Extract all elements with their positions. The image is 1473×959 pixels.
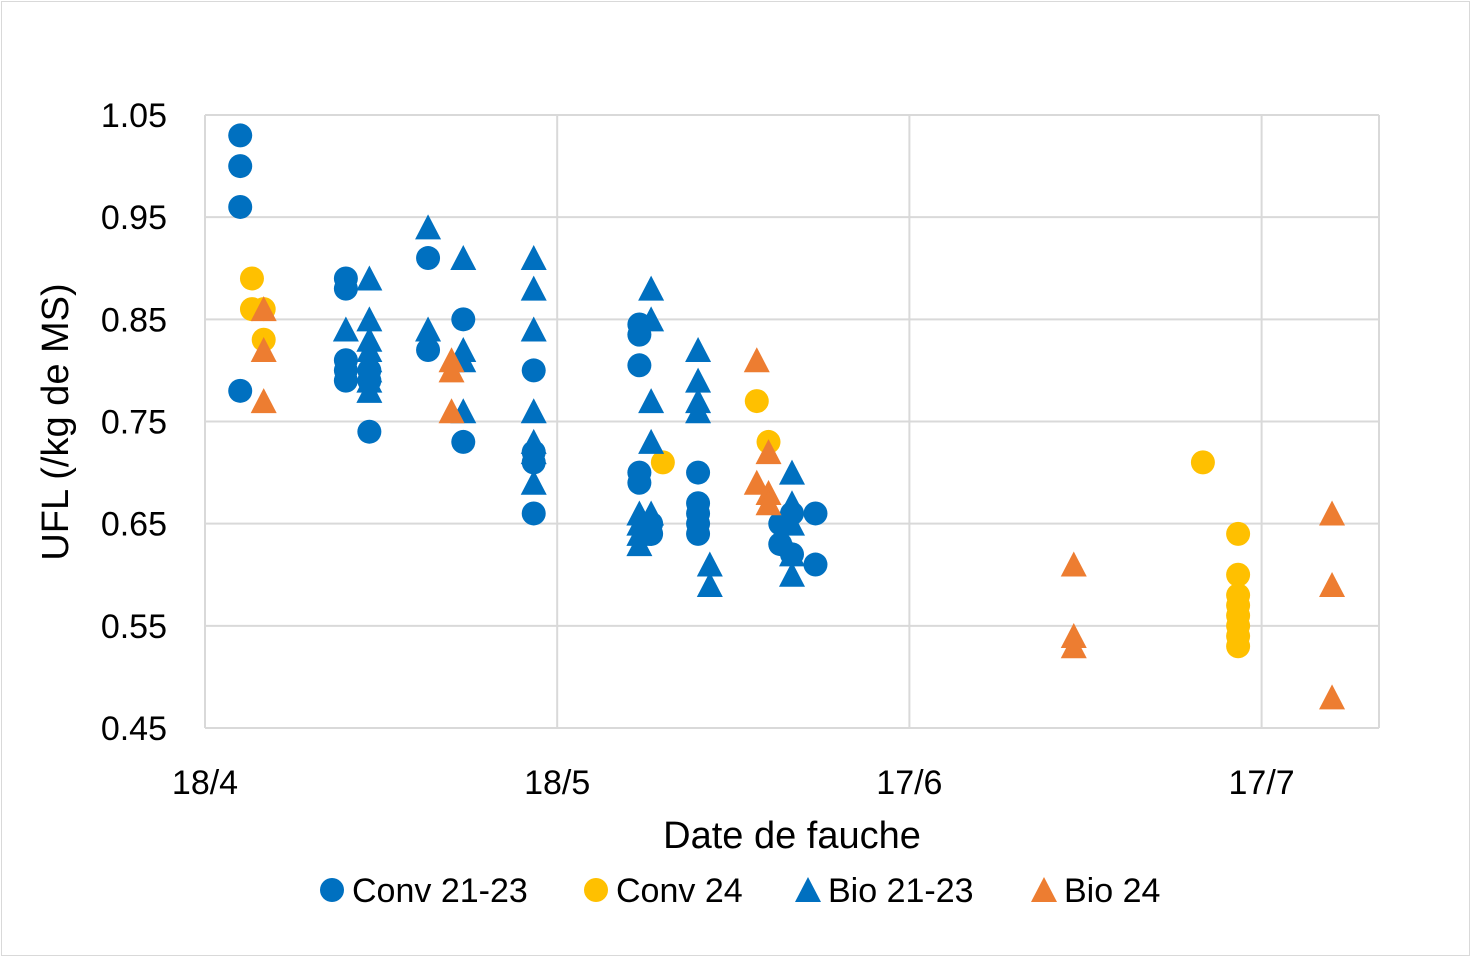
point-bio-21-23	[520, 398, 547, 424]
y-tick-label: 0.55	[101, 608, 167, 646]
point-conv-21-23	[627, 353, 652, 378]
point-conv-21-23	[521, 501, 546, 526]
point-conv-21-23	[686, 521, 711, 546]
point-conv-21-23	[228, 378, 253, 403]
y-tick-label: 0.95	[101, 199, 167, 237]
point-bio-24	[1319, 571, 1346, 597]
point-bio-21-23	[520, 275, 547, 301]
legend-label-conv-21-23: Conv 21-23	[352, 872, 528, 910]
legend-marker-bio-21-23	[795, 877, 821, 902]
x-tick-label: 18/4	[172, 764, 238, 802]
legend: Conv 21-23 Conv 24 Bio 21-23 Bio 24	[320, 872, 1160, 910]
x-tick-label: 18/5	[524, 764, 590, 802]
point-bio-21-23	[332, 316, 359, 342]
point-bio-21-23	[638, 306, 665, 332]
point-bio-24	[755, 490, 782, 516]
legend-label-conv-24: Conv 24	[616, 872, 743, 910]
point-bio-21-23	[520, 316, 547, 342]
point-bio-21-23	[626, 531, 653, 557]
point-conv-21-23	[451, 307, 476, 332]
point-conv-24	[1226, 521, 1251, 546]
point-conv-21-23	[803, 501, 828, 526]
point-bio-24	[1060, 551, 1087, 577]
point-conv-21-23	[228, 123, 253, 148]
legend-label-bio-21-23: Bio 21-23	[828, 872, 974, 910]
point-bio-24	[1060, 633, 1087, 659]
point-conv-21-23	[228, 154, 253, 179]
point-conv-21-23	[416, 337, 441, 362]
point-conv-21-23	[333, 276, 358, 301]
y-tick-label: 0.85	[101, 301, 167, 339]
point-bio-21-23	[779, 459, 805, 485]
point-bio-21-23	[638, 388, 665, 414]
legend-label-bio-24: Bio 24	[1064, 872, 1160, 910]
point-bio-21-23	[415, 316, 442, 342]
point-bio-24	[1319, 684, 1346, 710]
point-bio-21-23	[685, 398, 712, 424]
point-conv-24	[650, 450, 675, 475]
point-bio-24	[250, 388, 277, 414]
x-axis-title: Date de fauche	[663, 815, 921, 857]
point-bio-24	[250, 336, 277, 362]
x-axis-ticks: 18/4 18/5 17/6 17/7	[172, 764, 1295, 802]
point-bio-24	[1319, 500, 1346, 526]
point-bio-24	[438, 357, 465, 383]
legend-marker-conv-21-23	[320, 878, 344, 902]
point-bio-21-23	[779, 510, 805, 536]
point-bio-21-23	[520, 439, 547, 465]
point-bio-24	[755, 439, 782, 465]
point-bio-21-23	[638, 428, 665, 454]
point-bio-24	[438, 398, 465, 424]
point-bio-21-23	[356, 265, 383, 291]
point-bio-21-23	[779, 541, 805, 567]
point-bio-21-23	[450, 245, 477, 271]
point-bio-21-23	[415, 214, 442, 240]
point-conv-24	[744, 389, 769, 414]
point-conv-21-23	[357, 419, 382, 444]
point-conv-21-23	[333, 368, 358, 393]
y-tick-label: 1.05	[101, 97, 167, 135]
y-axis-title: UFL (/kg de MS)	[35, 283, 77, 560]
y-tick-label: 0.75	[101, 404, 167, 442]
point-bio-21-23	[520, 245, 547, 271]
point-conv-24	[1226, 562, 1251, 587]
point-bio-21-23	[685, 367, 712, 393]
point-bio-21-23	[356, 306, 383, 332]
point-bio-21-23	[696, 571, 723, 597]
point-bio-21-23	[356, 377, 383, 403]
data-points	[228, 123, 1346, 710]
point-conv-24	[239, 266, 264, 291]
point-bio-24	[743, 469, 770, 495]
point-bio-21-23	[685, 336, 712, 362]
y-axis-ticks: 0.45 0.55 0.65 0.75 0.85 0.95 1.05	[101, 97, 167, 748]
point-conv-21-23	[521, 358, 546, 383]
y-tick-label: 0.45	[101, 710, 167, 748]
point-conv-21-23	[803, 552, 828, 577]
point-bio-21-23	[779, 490, 805, 516]
point-bio-21-23	[638, 275, 665, 301]
point-conv-21-23	[416, 246, 441, 271]
point-bio-21-23	[779, 561, 805, 587]
point-bio-24	[743, 347, 770, 373]
legend-marker-conv-24	[584, 878, 608, 902]
point-conv-21-23	[451, 429, 476, 454]
point-bio-21-23	[696, 551, 723, 577]
point-bio-21-23	[520, 469, 547, 495]
point-conv-21-23	[686, 460, 711, 485]
legend-marker-bio-24	[1031, 877, 1057, 902]
point-conv-24	[1190, 450, 1215, 475]
point-bio-24	[250, 296, 277, 322]
y-tick-label: 0.65	[101, 506, 167, 544]
x-tick-label: 17/7	[1229, 764, 1295, 802]
point-conv-21-23	[627, 470, 652, 495]
point-conv-21-23	[228, 194, 253, 219]
point-conv-24	[1226, 634, 1251, 659]
gridlines	[204, 114, 1380, 729]
x-tick-label: 17/6	[876, 764, 942, 802]
